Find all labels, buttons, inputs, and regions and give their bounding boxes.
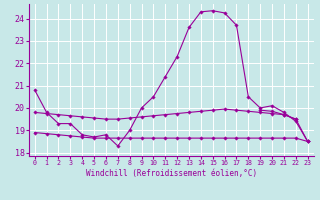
X-axis label: Windchill (Refroidissement éolien,°C): Windchill (Refroidissement éolien,°C) — [86, 169, 257, 178]
